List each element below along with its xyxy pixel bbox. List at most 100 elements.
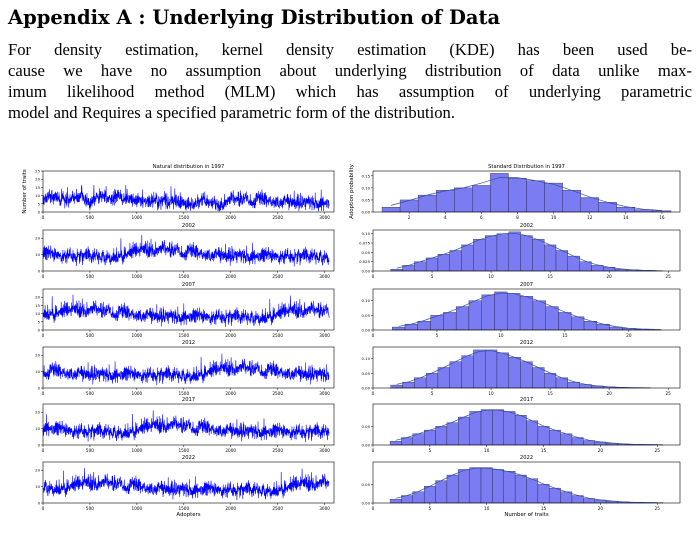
y-tick-label: 0.05 xyxy=(362,313,371,318)
histogram-bar xyxy=(519,296,534,331)
histogram-bar xyxy=(555,250,569,272)
histogram-bar xyxy=(425,257,439,272)
y-tick-label: 0.05 xyxy=(362,250,371,255)
timeseries-panel: 2022 0 500 1000 1500 2000 2500 3000 0 10 20 Adopter… xyxy=(35,455,335,518)
y-tick-label: 0.05 xyxy=(362,424,371,429)
x-tick-label: 1000 xyxy=(132,215,143,220)
y-tick-label: 10 xyxy=(35,311,40,316)
histogram-bar xyxy=(503,411,516,446)
x-tick-label: 5 xyxy=(436,333,439,338)
x-tick-label: 500 xyxy=(86,506,94,511)
x-tick-label: 3000 xyxy=(319,506,330,511)
histogram-bar xyxy=(508,357,521,389)
histogram-bar xyxy=(472,185,491,213)
x-tick-label: 15 xyxy=(541,448,547,453)
x-tick-label: 6 xyxy=(480,215,483,220)
histogram-bar xyxy=(443,312,457,331)
y-tick-label: 0.00 xyxy=(362,328,371,333)
series-line xyxy=(42,294,330,328)
histogram-bar xyxy=(544,244,557,272)
histogram-bar xyxy=(591,265,604,272)
panel-title: 2012 xyxy=(182,340,195,346)
series-line xyxy=(42,184,330,212)
x-tick-label: 3000 xyxy=(319,333,330,338)
y-tick-label: 20 xyxy=(35,177,40,182)
x-tick-label: 0 xyxy=(42,333,45,338)
axes-frame xyxy=(372,288,681,331)
histogram-bar xyxy=(435,480,448,504)
axes-frame xyxy=(42,229,335,272)
histogram-bar xyxy=(583,440,595,446)
timeseries-panel: 2007 0 500 1000 1500 2000 2500 3000 0 5 10 15 20 xyxy=(35,282,335,338)
histogram-bar xyxy=(503,471,516,504)
y-tick-label: 0.075 xyxy=(359,241,370,246)
x-tick-label: 1500 xyxy=(178,391,189,396)
histogram-bar xyxy=(616,207,636,213)
paragraph-line: cause we have no assumption about underl… xyxy=(8,61,692,80)
x-tick-label: 2500 xyxy=(272,274,283,279)
y-tick-label: 0 xyxy=(38,386,41,391)
x-tick-label: 0 xyxy=(372,506,375,511)
histogram-bar xyxy=(520,235,533,272)
x-tick-label: 2500 xyxy=(272,391,283,396)
x-tick-label: 0 xyxy=(42,448,45,453)
x-tick-label: 1000 xyxy=(132,391,143,396)
histogram-panel: Standard Distribution in 1997 2 4 6 8 10 12 14 1… xyxy=(349,163,681,220)
x-tick-label: 14 xyxy=(623,215,629,220)
axes-frame xyxy=(372,461,681,504)
x-tick-label: 2000 xyxy=(225,391,236,396)
y-tick-label: 15 xyxy=(35,303,40,308)
x-axis-label: Adopters xyxy=(176,512,200,518)
y-tick-label: 0 xyxy=(38,501,41,506)
x-tick-label: 3000 xyxy=(319,215,330,220)
y-tick-label: 5 xyxy=(38,201,41,206)
x-tick-label: 500 xyxy=(86,391,94,396)
y-tick-label: 15 xyxy=(35,185,40,190)
series-line xyxy=(42,353,330,386)
x-tick-label: 0 xyxy=(42,274,45,279)
y-tick-label: 0.10 xyxy=(362,231,371,236)
x-tick-label: 25 xyxy=(655,448,661,453)
panel-title: 2017 xyxy=(520,397,533,403)
histogram-bar xyxy=(473,239,486,272)
kde-curve xyxy=(396,350,645,389)
panel-title: Standard Distribution in 1997 xyxy=(488,164,565,170)
x-tick-label: 3000 xyxy=(319,274,330,279)
x-tick-label: 15 xyxy=(541,506,547,511)
x-tick-label: 1500 xyxy=(178,448,189,453)
panel-title: 2022 xyxy=(520,455,533,461)
series-line xyxy=(42,410,330,443)
x-tick-label: 1500 xyxy=(178,274,189,279)
histogram-bar xyxy=(423,429,436,446)
x-tick-label: 2 xyxy=(408,215,411,220)
histogram-bar xyxy=(583,498,595,504)
histogram-panel: 2022 0 5 10 15 20 25 0.00 0.05 Number of traits xyxy=(362,455,681,518)
x-tick-label: 1500 xyxy=(178,506,189,511)
x-tick-label: 500 xyxy=(86,333,94,338)
x-tick-label: 10 xyxy=(484,448,490,453)
y-tick-label: 0.10 xyxy=(362,298,371,303)
panel-title: 2022 xyxy=(182,455,195,461)
timeseries-panel: 2017 0 500 1000 1500 2000 2500 3000 0 10 20 xyxy=(35,397,335,453)
histogram-bar xyxy=(549,429,561,446)
x-tick-label: 25 xyxy=(666,274,672,279)
axes-frame xyxy=(42,461,335,504)
x-tick-label: 1000 xyxy=(132,506,143,511)
histogram-bar xyxy=(455,306,470,331)
histogram-bar xyxy=(437,254,450,272)
x-tick-label: 500 xyxy=(86,274,94,279)
kde-curve xyxy=(395,467,658,503)
y-tick-label: 0 xyxy=(38,269,41,274)
histogram-bar xyxy=(532,239,545,272)
histogram-bar xyxy=(446,422,459,446)
x-tick-label: 0 xyxy=(42,215,45,220)
histogram-bar xyxy=(473,349,486,389)
y-tick-label: 20 xyxy=(35,353,40,358)
panel-title: 2002 xyxy=(520,223,533,229)
histogram-bar xyxy=(583,321,598,331)
histogram-bar xyxy=(417,194,437,213)
histogram-panel: 2007 0 5 10 15 20 0.00 0.05 0.10 xyxy=(362,282,681,338)
panel-title: 2007 xyxy=(182,282,195,288)
x-tick-label: 10 xyxy=(551,215,557,220)
paragraph-line: imum likelihood method (MLM) which has a… xyxy=(8,82,692,101)
